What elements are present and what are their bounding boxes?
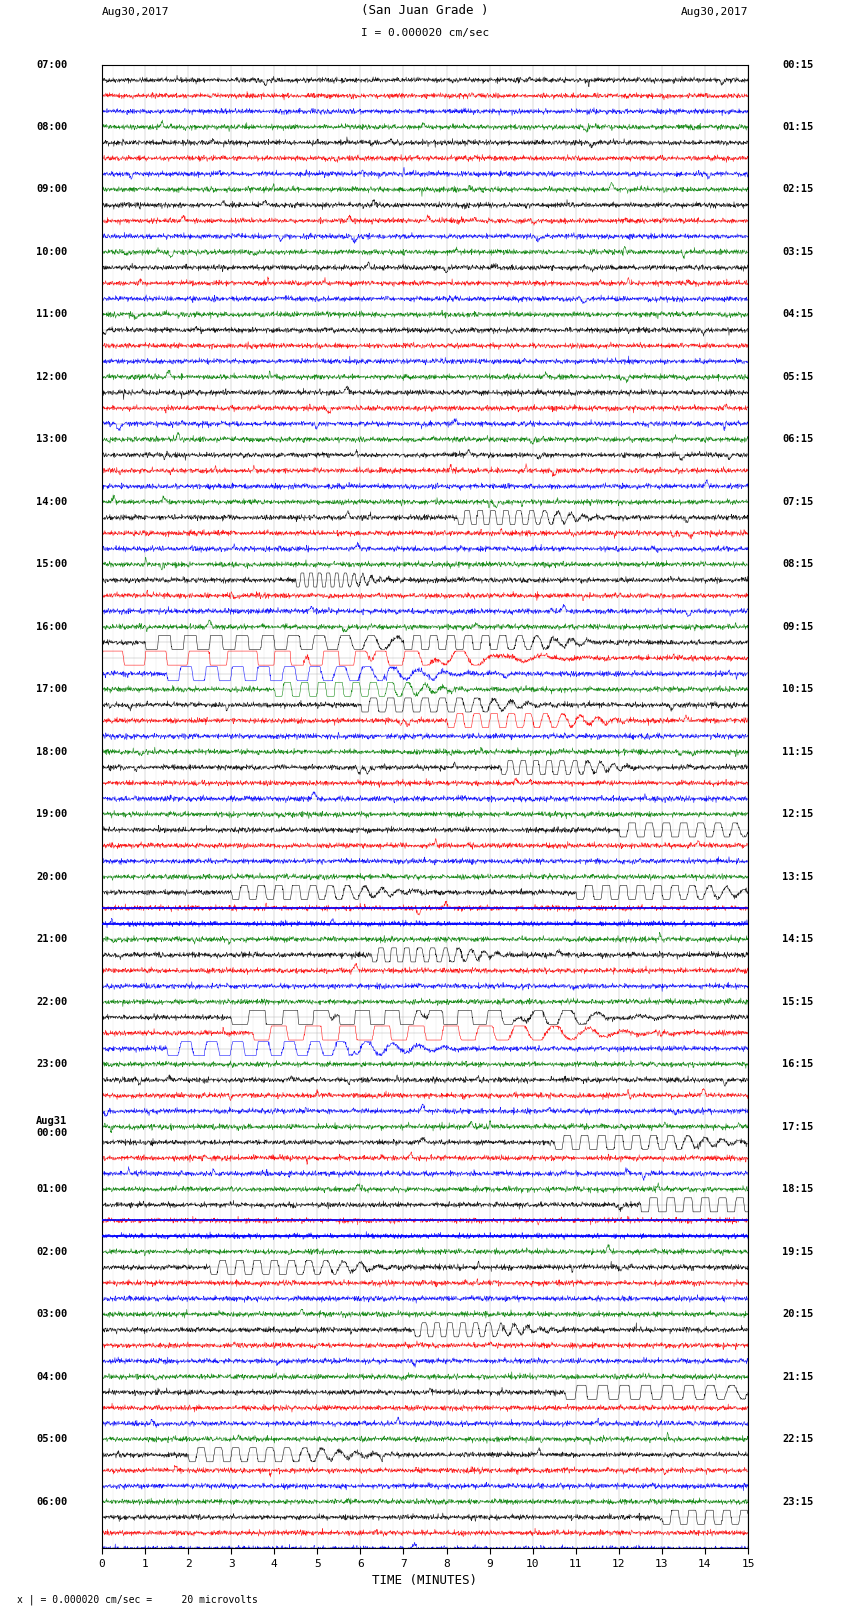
Text: 10:00: 10:00 [37,247,67,256]
Text: 06:00: 06:00 [37,1497,67,1507]
Text: 01:15: 01:15 [783,123,813,132]
Text: Aug30,2017: Aug30,2017 [681,6,748,18]
Text: 18:00: 18:00 [37,747,67,756]
Text: 13:00: 13:00 [37,434,67,445]
Text: 12:00: 12:00 [37,373,67,382]
Text: 17:15: 17:15 [783,1121,813,1132]
Text: 23:15: 23:15 [783,1497,813,1507]
Text: 15:15: 15:15 [783,997,813,1007]
Text: Aug30,2017: Aug30,2017 [102,6,169,18]
Text: 09:00: 09:00 [37,184,67,195]
Text: 22:15: 22:15 [783,1434,813,1444]
Text: 08:00: 08:00 [37,123,67,132]
Text: 13:15: 13:15 [783,871,813,882]
Text: Aug31
00:00: Aug31 00:00 [37,1116,67,1137]
Text: 17:00: 17:00 [37,684,67,694]
Text: 19:00: 19:00 [37,810,67,819]
Text: 08:15: 08:15 [783,560,813,569]
Text: 04:00: 04:00 [37,1371,67,1382]
Text: 06:15: 06:15 [783,434,813,445]
Text: 02:15: 02:15 [783,184,813,195]
Text: 22:00: 22:00 [37,997,67,1007]
Text: (San Juan Grade ): (San Juan Grade ) [361,5,489,18]
Text: x | = 0.000020 cm/sec =     20 microvolts: x | = 0.000020 cm/sec = 20 microvolts [17,1594,258,1605]
Text: 21:15: 21:15 [783,1371,813,1382]
Text: I = 0.000020 cm/sec: I = 0.000020 cm/sec [361,27,489,37]
Text: 09:15: 09:15 [783,623,813,632]
Text: 16:00: 16:00 [37,623,67,632]
Text: 19:15: 19:15 [783,1247,813,1257]
Text: 03:00: 03:00 [37,1310,67,1319]
Text: 21:00: 21:00 [37,934,67,944]
Text: 11:00: 11:00 [37,310,67,319]
Text: 07:00: 07:00 [37,60,67,69]
Text: 02:00: 02:00 [37,1247,67,1257]
Text: 18:15: 18:15 [783,1184,813,1194]
Text: 15:00: 15:00 [37,560,67,569]
Text: 04:15: 04:15 [783,310,813,319]
Text: 14:15: 14:15 [783,934,813,944]
Text: 23:00: 23:00 [37,1060,67,1069]
Text: 01:00: 01:00 [37,1184,67,1194]
Text: 14:00: 14:00 [37,497,67,506]
Text: 03:15: 03:15 [783,247,813,256]
Text: 05:00: 05:00 [37,1434,67,1444]
Text: 20:15: 20:15 [783,1310,813,1319]
X-axis label: TIME (MINUTES): TIME (MINUTES) [372,1574,478,1587]
Text: 20:00: 20:00 [37,871,67,882]
Text: 16:15: 16:15 [783,1060,813,1069]
Text: 11:15: 11:15 [783,747,813,756]
Text: 07:15: 07:15 [783,497,813,506]
Text: 12:15: 12:15 [783,810,813,819]
Text: 00:15: 00:15 [783,60,813,69]
Text: 05:15: 05:15 [783,373,813,382]
Text: 10:15: 10:15 [783,684,813,694]
